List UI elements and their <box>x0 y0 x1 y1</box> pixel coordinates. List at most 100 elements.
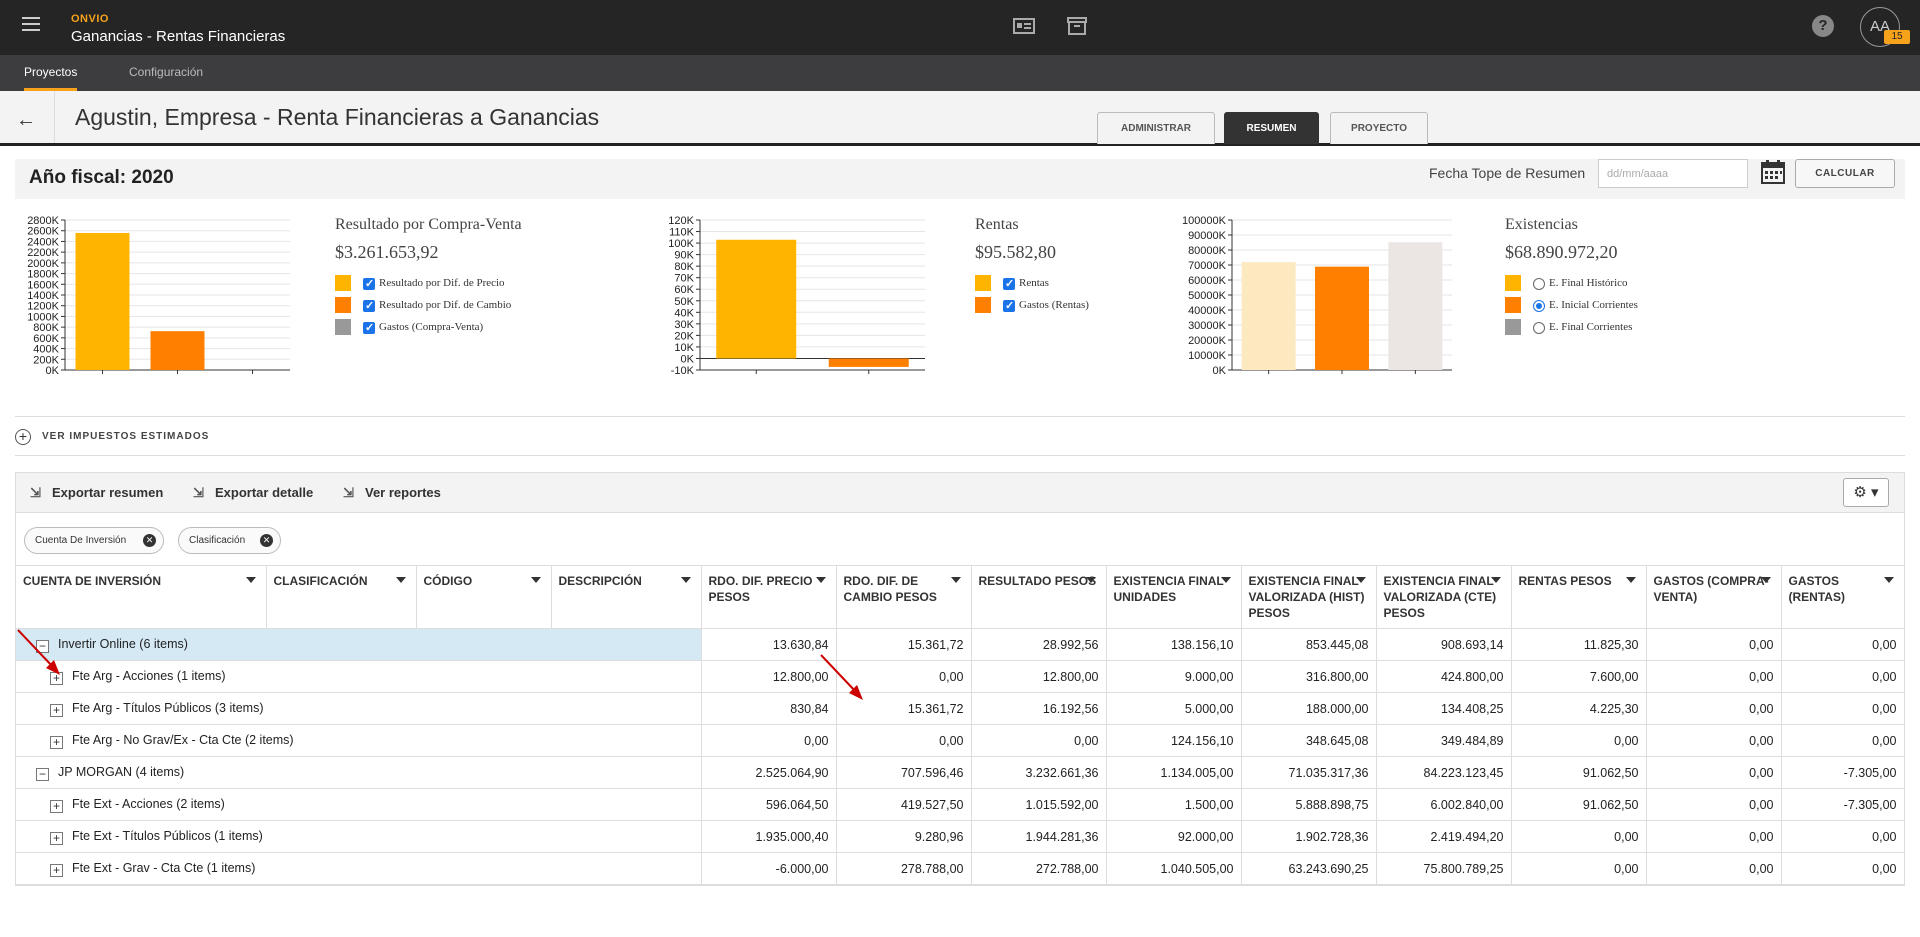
group-cell[interactable]: + Fte Ext - Acciones (2 items) <box>16 788 702 821</box>
tab-proyecto[interactable]: PROYECTO <box>1330 112 1428 144</box>
legend-item[interactable]: Resultado por Dif. de Cambio <box>335 295 585 317</box>
legend-item[interactable]: Resultado por Dif. de Precio <box>335 273 585 295</box>
sort-dropdown-icon[interactable] <box>1085 577 1096 583</box>
expand-plus-icon[interactable]: + <box>15 429 31 445</box>
collapse-icon[interactable]: − <box>36 767 49 781</box>
bar[interactable] <box>1315 266 1369 370</box>
close-icon[interactable]: ✕ <box>260 534 273 547</box>
fecha-tope-input[interactable]: dd/mm/aaaa <box>1598 159 1748 188</box>
group-cell[interactable]: + Fte Ext - Títulos Públicos (1 items) <box>16 820 702 853</box>
column-header[interactable]: GASTOS (COMPRA-VENTA) <box>1646 565 1782 629</box>
close-icon[interactable]: ✕ <box>143 534 156 547</box>
legend-item[interactable]: E. Final Histórico <box>1505 273 1725 295</box>
sort-dropdown-icon[interactable] <box>680 577 691 583</box>
expand-icon[interactable]: + <box>50 863 63 877</box>
column-header[interactable]: RDO. DIF. PRECIO PESOS <box>701 565 837 629</box>
table-row[interactable]: + Fte Ext - Acciones (2 items) 596.064,50 4… <box>16 788 1905 821</box>
table-row[interactable]: + Fte Arg - Títulos Públicos (3 items) 830… <box>16 692 1905 725</box>
back-arrow-icon[interactable]: ← <box>16 109 36 131</box>
group-cell[interactable]: + Fte Ext - Grav - Cta Cte (1 items) <box>16 852 702 885</box>
bar[interactable] <box>1241 262 1296 370</box>
archive-icon[interactable] <box>1066 16 1088 36</box>
legend-item[interactable]: Gastos (Rentas) <box>975 295 1175 317</box>
column-header[interactable]: RESULTADO PESOS <box>971 565 1107 629</box>
reports-button[interactable]: ⇲ Ver reportes <box>343 485 441 501</box>
checkbox[interactable] <box>363 318 375 338</box>
group-cell[interactable]: + Fte Arg - Acciones (1 items) <box>16 660 702 693</box>
column-header[interactable]: EXISTENCIA FINAL VALORIZADA (CTE) PESOS <box>1376 565 1512 629</box>
sort-dropdown-icon[interactable] <box>815 577 826 583</box>
group-cell[interactable]: + Fte Arg - No Grav/Ex - Cta Cte (2 items… <box>16 724 702 757</box>
sort-dropdown-icon[interactable] <box>1220 577 1231 583</box>
bar[interactable] <box>75 232 130 370</box>
export-detail-button[interactable]: ⇲ Exportar detalle <box>193 485 313 501</box>
table-row[interactable]: + Fte Ext - Títulos Públicos (1 items) 1.9… <box>16 820 1905 853</box>
column-header[interactable]: CLASIFICACIÓN <box>266 565 417 629</box>
tab-proyectos[interactable]: Proyectos <box>24 55 78 91</box>
impuestos-label[interactable]: VER IMPUESTOS ESTIMADOS <box>42 431 210 442</box>
calcular-button[interactable]: CALCULAR <box>1795 159 1895 188</box>
checkbox[interactable] <box>1003 296 1015 316</box>
table-row[interactable]: − JP MORGAN (4 items) 2.525.064,90 707.596,… <box>16 756 1905 789</box>
checkbox[interactable] <box>1003 274 1015 294</box>
sort-dropdown-icon[interactable] <box>1355 577 1366 583</box>
value-cell: 0,00 <box>836 724 972 757</box>
tab-configuracion[interactable]: Configuración <box>129 65 204 79</box>
chip-clasificacion[interactable]: Clasificación ✕ <box>178 527 281 554</box>
bar[interactable] <box>828 358 909 367</box>
column-header[interactable]: CÓDIGO <box>416 565 552 629</box>
export-summary-button[interactable]: ⇲ Exportar resumen <box>30 485 163 501</box>
column-header[interactable]: CUENTA DE INVERSIÓN <box>16 565 267 629</box>
help-icon[interactable]: ? <box>1812 15 1834 37</box>
sort-dropdown-icon[interactable] <box>395 577 406 583</box>
sort-dropdown-icon[interactable] <box>1760 577 1771 583</box>
column-header[interactable]: GASTOS (RENTAS) <box>1781 565 1905 629</box>
expand-icon[interactable]: + <box>50 735 63 749</box>
column-header[interactable]: RENTAS PESOS <box>1511 565 1647 629</box>
sort-dropdown-icon[interactable] <box>950 577 961 583</box>
group-cell[interactable]: − JP MORGAN (4 items) <box>16 756 702 789</box>
sort-dropdown-icon[interactable] <box>245 577 256 583</box>
collapse-icon[interactable]: − <box>36 639 49 653</box>
column-header[interactable]: EXISTENCIA FINAL UNIDADES <box>1106 565 1242 629</box>
sort-dropdown-icon[interactable] <box>530 577 541 583</box>
expand-icon[interactable]: + <box>50 799 63 813</box>
bar[interactable] <box>1388 242 1443 370</box>
group-cell[interactable]: + Fte Arg - Títulos Públicos (3 items) <box>16 692 702 725</box>
table-row[interactable]: + Fte Arg - Acciones (1 items) 12.800,00 0,… <box>16 660 1905 693</box>
menu-icon[interactable] <box>22 17 40 31</box>
annotation-arrow <box>820 654 863 700</box>
checkbox[interactable] <box>363 274 375 294</box>
tab-resumen[interactable]: RESUMEN <box>1224 112 1319 144</box>
sort-dropdown-icon[interactable] <box>1883 577 1894 583</box>
column-header[interactable]: RDO. DIF. DE CAMBIO PESOS <box>836 565 972 629</box>
column-header[interactable]: DESCRIPCIÓN <box>551 565 702 629</box>
column-header[interactable]: EXISTENCIA FINAL VALORIZADA (HIST) PESOS <box>1241 565 1377 629</box>
radio[interactable] <box>1533 322 1545 334</box>
legend-item[interactable]: E. Final Corrientes <box>1505 317 1725 339</box>
column-header-label: RENTAS PESOS <box>1518 574 1612 588</box>
contact-card-icon[interactable] <box>1013 16 1035 36</box>
radio[interactable] <box>1533 300 1545 312</box>
impuestos-toggle[interactable]: + VER IMPUESTOS ESTIMADOS <box>15 416 1905 456</box>
bar[interactable] <box>150 331 205 370</box>
expand-icon[interactable]: + <box>50 831 63 845</box>
y-tick-label: 2600K <box>27 226 59 238</box>
legend-item[interactable]: E. Inicial Corrientes <box>1505 295 1725 317</box>
table-row[interactable]: + Fte Ext - Grav - Cta Cte (1 items) -6.00… <box>16 852 1905 885</box>
legend-item[interactable]: Gastos (Compra-Venta) <box>335 317 585 339</box>
calendar-icon[interactable] <box>1761 160 1785 184</box>
table-row[interactable]: − Invertir Online (6 items) 13.630,84 15.36… <box>16 628 1905 661</box>
legend-item[interactable]: Rentas <box>975 273 1175 295</box>
sort-dropdown-icon[interactable] <box>1490 577 1501 583</box>
tab-administrar[interactable]: ADMINISTRAR <box>1097 112 1215 144</box>
settings-gear-icon[interactable]: ⚙ ▾ <box>1843 478 1889 507</box>
sort-dropdown-icon[interactable] <box>1625 577 1636 583</box>
table-row[interactable]: + Fte Arg - No Grav/Ex - Cta Cte (2 items… <box>16 724 1905 757</box>
radio[interactable] <box>1533 278 1545 290</box>
checkbox[interactable] <box>363 296 375 316</box>
chip-cuenta[interactable]: Cuenta De Inversión ✕ <box>24 527 164 554</box>
group-cell[interactable]: − Invertir Online (6 items) <box>16 628 702 661</box>
expand-icon[interactable]: + <box>50 703 63 717</box>
bar[interactable] <box>716 239 797 359</box>
